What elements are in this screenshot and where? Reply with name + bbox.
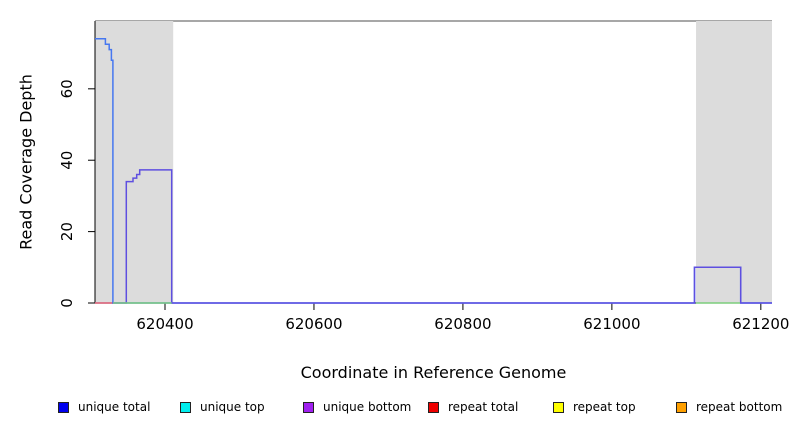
legend-label: unique total	[78, 400, 151, 414]
legend-item-repeat-total: repeat total	[428, 398, 518, 416]
legend-label: repeat bottom	[696, 400, 783, 414]
series-unique-total	[95, 38, 772, 304]
legend-swatch-icon	[428, 401, 439, 413]
x-tick-label: 620600	[285, 315, 342, 333]
legend-item-unique-top: unique top	[180, 398, 265, 416]
repeat-region-right	[696, 21, 772, 303]
repeat-region-left	[95, 21, 174, 303]
x-axis-title: Coordinate in Reference Genome	[300, 363, 567, 382]
y-tick-label: 20	[58, 222, 76, 241]
legend: unique total unique top unique bottom repea…	[0, 398, 792, 420]
legend-swatch-icon	[58, 401, 69, 413]
series-unique-bottom	[95, 169, 772, 304]
x-tick-label: 621200	[732, 315, 789, 333]
legend-item-unique-total: unique total	[58, 398, 150, 416]
legend-label: repeat top	[573, 400, 636, 414]
legend-swatch-icon	[676, 401, 687, 413]
legend-swatch-icon	[303, 401, 314, 413]
legend-label: unique bottom	[323, 400, 412, 414]
x-tick-label: 621000	[583, 315, 640, 333]
y-axis-title: Read Coverage Depth	[16, 74, 36, 250]
legend-label: unique top	[200, 400, 265, 414]
y-tick-label: 60	[58, 79, 76, 98]
legend-item-unique-bottom: unique bottom	[303, 398, 411, 416]
y-tick-label: 40	[58, 151, 76, 170]
legend-label: repeat total	[448, 400, 519, 414]
y-tick-label: 0	[58, 298, 76, 308]
legend-item-repeat-top: repeat top	[553, 398, 636, 416]
legend-swatch-icon	[553, 401, 564, 413]
legend-swatch-icon	[180, 401, 191, 413]
legend-item-repeat-bottom: repeat bottom	[676, 398, 782, 416]
x-tick-label: 620400	[136, 315, 193, 333]
x-tick-label: 620800	[434, 315, 491, 333]
